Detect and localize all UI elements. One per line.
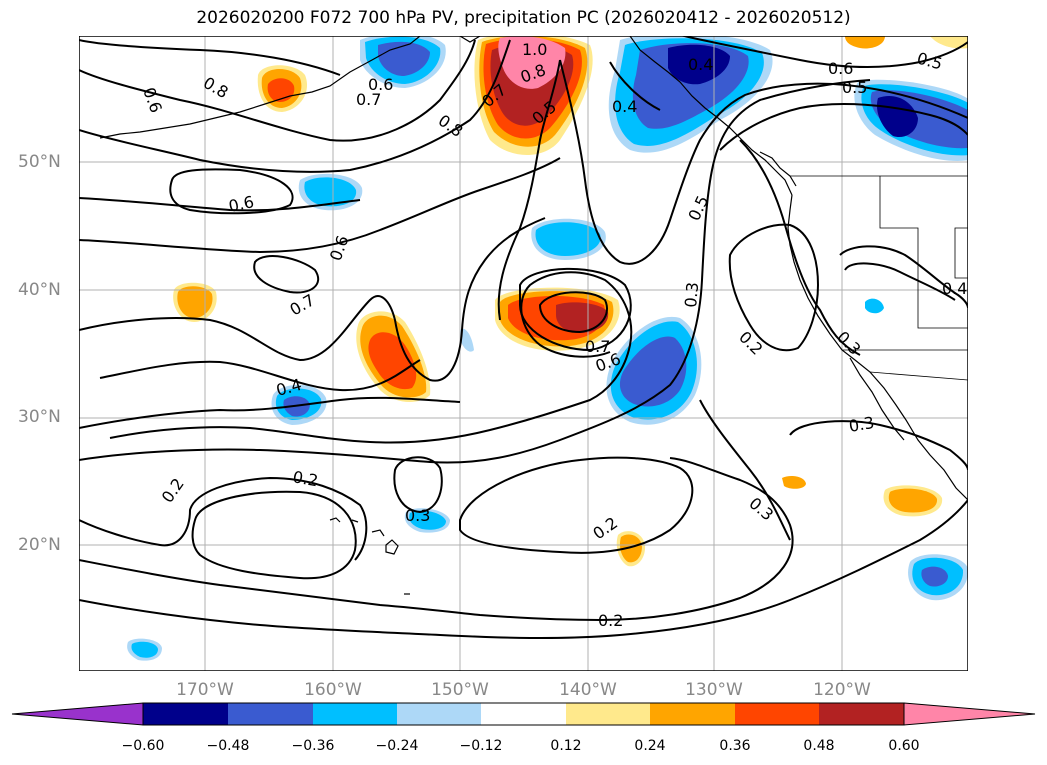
- colorbar-tick: 0.24: [634, 738, 666, 754]
- political-borders: [790, 175, 968, 381]
- colorbar: [11, 702, 1036, 726]
- contour-label: 0.3: [681, 281, 702, 308]
- contour-label: 0.4: [688, 55, 713, 74]
- colorbar-extend-high: [903, 702, 1036, 726]
- contour-label: 0.3: [405, 506, 430, 525]
- contour-label: 0.5: [842, 78, 867, 97]
- colorbar-bin: [819, 703, 904, 725]
- lon-label: 150°W: [431, 680, 489, 700]
- lon-label: 120°W: [813, 680, 871, 700]
- contour-label: 1.0: [522, 40, 547, 59]
- contour-label: 0.2: [291, 467, 319, 490]
- colorbar-tick: 0.60: [888, 738, 920, 754]
- colorbar-tick: −0.48: [206, 738, 250, 754]
- map-plot-area: 0.6 0.8 0.6 0.7 0.8 1.0 0.8 0.7 0.5 0.4 …: [79, 36, 968, 671]
- colorbar-tick: 0.48: [803, 738, 835, 754]
- contour-label: 0.7: [585, 337, 610, 356]
- colorbar-bin: [650, 703, 735, 725]
- contour-label: 0.4: [612, 97, 637, 116]
- contour-label: 0.4: [942, 279, 967, 298]
- colorbar-bin: [397, 703, 481, 725]
- colorbar-bin: [735, 703, 819, 725]
- colorbar-tick: −0.36: [291, 738, 335, 754]
- contour-label: 0.2: [598, 611, 623, 630]
- colorbar-tick: −0.12: [459, 738, 503, 754]
- lon-label: 160°W: [304, 680, 362, 700]
- lat-label: 50°N: [18, 152, 61, 172]
- contour-label: 0.7: [356, 90, 381, 109]
- colorbar-tick: −0.60: [121, 738, 165, 754]
- lon-label: 140°W: [559, 680, 617, 700]
- colorbar-bin: [481, 703, 566, 725]
- coastlines: [99, 36, 968, 595]
- pv-contours: [79, 36, 968, 640]
- lat-label: 40°N: [18, 280, 61, 300]
- contour-label: 0.6: [828, 59, 853, 78]
- map-title: 2026020200 F072 700 hPa PV, precipitatio…: [196, 8, 851, 28]
- colorbar-tick: 0.36: [719, 738, 751, 754]
- colorbar-tick: 0.12: [550, 738, 582, 754]
- colorbar-bin: [566, 703, 650, 725]
- contour-label: 0.6: [368, 75, 393, 94]
- lon-label: 170°W: [176, 680, 234, 700]
- colorbar-bin: [313, 703, 397, 725]
- colorbar-bin: [143, 703, 228, 725]
- contour-label: 0.3: [847, 413, 875, 436]
- colorbar-bin: [228, 703, 313, 725]
- lat-label: 30°N: [18, 407, 61, 427]
- lon-label: 130°W: [685, 680, 743, 700]
- lat-label: 20°N: [18, 535, 61, 555]
- graticule: [79, 36, 968, 671]
- colorbar-extend-low: [11, 702, 144, 726]
- colorbar-tick: −0.24: [375, 738, 419, 754]
- contour-label: 0.6: [227, 192, 256, 216]
